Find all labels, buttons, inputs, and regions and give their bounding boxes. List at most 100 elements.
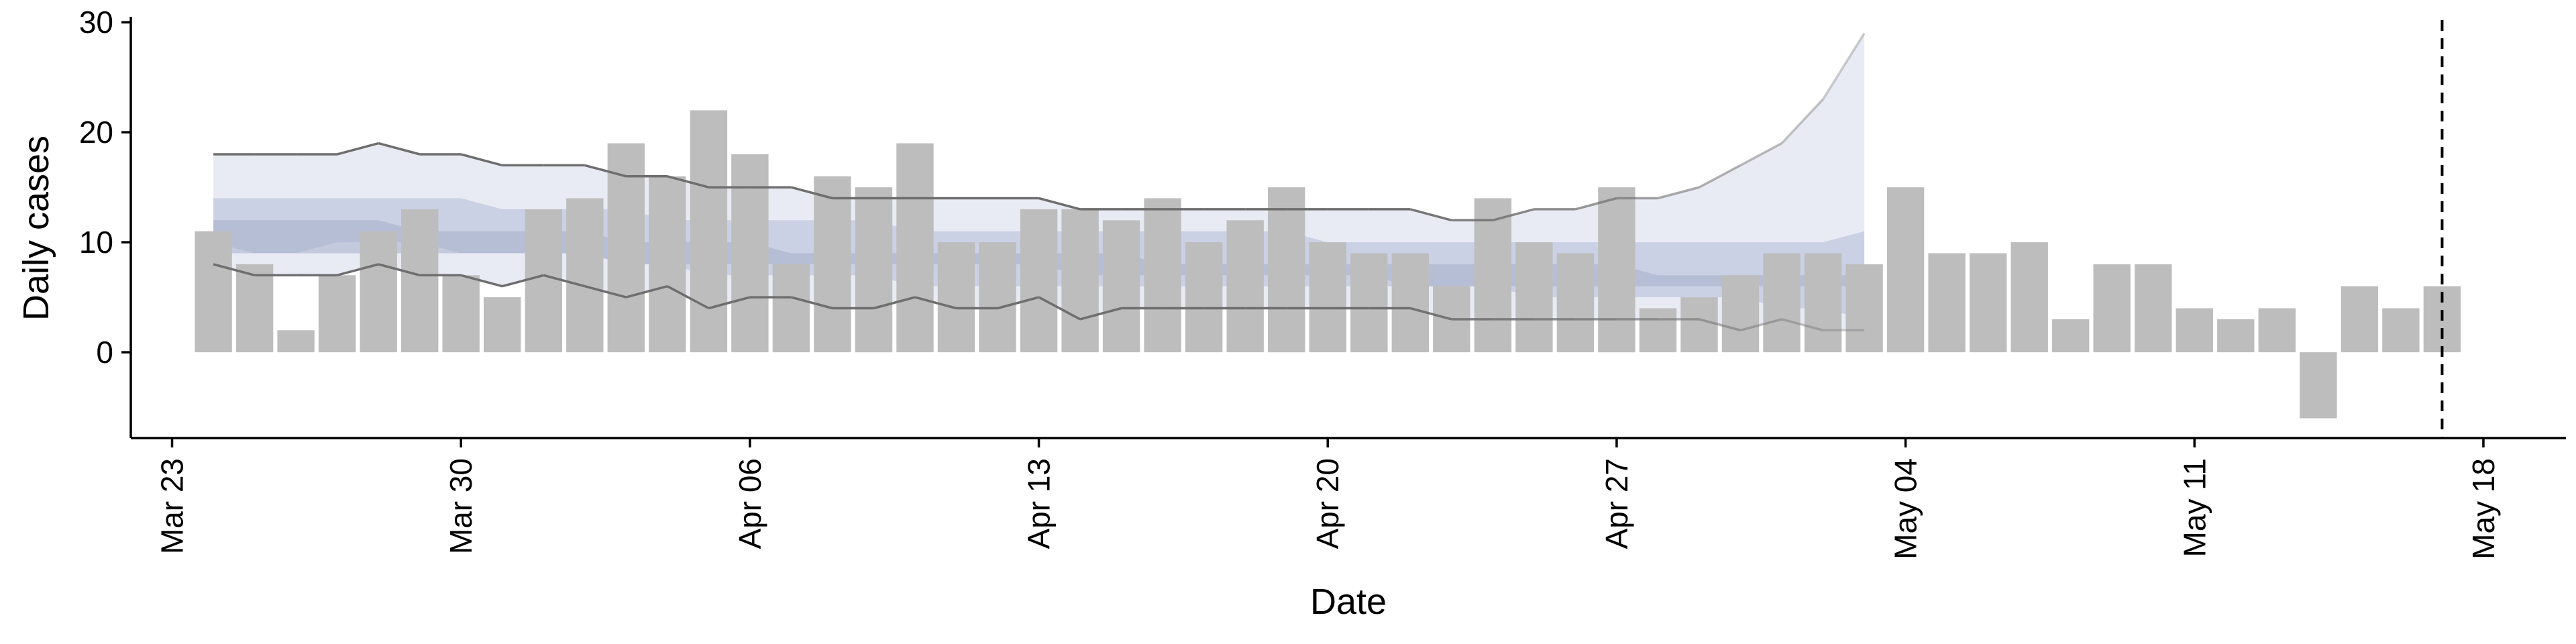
bar bbox=[401, 209, 439, 353]
upper-bound-line bbox=[790, 186, 833, 200]
bar bbox=[2382, 308, 2420, 353]
bar bbox=[1102, 220, 1140, 353]
y-tick-label: 10 bbox=[79, 225, 113, 260]
bar bbox=[1845, 264, 1883, 353]
y-tick-label: 30 bbox=[79, 5, 113, 40]
bar bbox=[1474, 198, 1512, 353]
lower-bound-line bbox=[213, 263, 256, 276]
bar bbox=[277, 330, 315, 353]
bar bbox=[1680, 297, 1718, 353]
lower-bound-line bbox=[873, 296, 916, 310]
y-tick-label: 0 bbox=[96, 335, 113, 370]
lower-bound-line bbox=[502, 274, 544, 288]
axes: 0 10 20 30 Mar 23 Mar 30 Apr 06 Apr 13 Apr 20 Apr… bbox=[79, 5, 2566, 559]
bar bbox=[2093, 264, 2131, 353]
bar bbox=[525, 209, 562, 353]
bar bbox=[855, 187, 893, 353]
bar bbox=[2052, 319, 2090, 353]
bar bbox=[360, 231, 397, 353]
upper-bound-line bbox=[378, 142, 421, 156]
upper-bound-line bbox=[1699, 164, 1741, 189]
lower-bound-line bbox=[1781, 318, 1823, 331]
bar bbox=[1061, 209, 1099, 353]
upper-bound-line bbox=[1038, 197, 1081, 211]
bar bbox=[1515, 242, 1553, 353]
lower-bound-line bbox=[584, 285, 627, 299]
upper-bound-line bbox=[1739, 142, 1782, 166]
lower-bound-line bbox=[378, 263, 421, 276]
bar bbox=[235, 264, 274, 353]
bar bbox=[1268, 187, 1305, 353]
lower-bound-line bbox=[460, 274, 503, 288]
lower-bound-line bbox=[1079, 307, 1122, 321]
upper-bound-line bbox=[460, 153, 503, 167]
bar bbox=[1391, 253, 1429, 353]
upper-bound-line bbox=[1780, 98, 1824, 144]
bar bbox=[2217, 319, 2255, 353]
lower-bound-line bbox=[790, 296, 833, 310]
forecast-lines bbox=[213, 32, 1866, 332]
bar bbox=[1928, 253, 1966, 353]
upper-bound-line bbox=[584, 164, 627, 178]
lower-bound-line bbox=[708, 296, 751, 310]
x-tick-label: Apr 27 bbox=[1599, 458, 1634, 549]
bar bbox=[1020, 209, 1058, 353]
bar bbox=[1309, 242, 1346, 353]
bar bbox=[1970, 253, 2007, 353]
y-tick-label: 20 bbox=[79, 115, 113, 150]
lower-bound-line bbox=[1740, 318, 1782, 331]
x-tick-label: Mar 23 bbox=[155, 458, 190, 554]
bar bbox=[484, 297, 521, 353]
x-tick-label: May 04 bbox=[1888, 458, 1923, 559]
bar bbox=[1763, 253, 1801, 353]
bar bbox=[607, 143, 645, 353]
bar bbox=[2300, 352, 2337, 419]
bar bbox=[896, 143, 934, 353]
lower-bound-line bbox=[543, 274, 586, 288]
y-axis-label: Daily cases bbox=[16, 136, 56, 321]
bar bbox=[1226, 220, 1264, 353]
upper-bound-line bbox=[1409, 208, 1452, 221]
bar bbox=[937, 242, 975, 353]
bar bbox=[195, 231, 232, 353]
bar bbox=[1886, 187, 1925, 353]
bar bbox=[318, 275, 356, 353]
x-tick-label: Mar 30 bbox=[443, 458, 478, 554]
upper-bound-line bbox=[1492, 208, 1535, 221]
bar bbox=[1804, 253, 1842, 353]
lower-bound-line bbox=[1409, 307, 1452, 321]
bar bbox=[2258, 308, 2296, 353]
bar bbox=[2010, 242, 2048, 353]
bar bbox=[2341, 286, 2379, 353]
upper-bound-line bbox=[1822, 32, 1866, 100]
bar bbox=[2135, 264, 2172, 353]
bar bbox=[1185, 242, 1223, 353]
bar bbox=[566, 198, 604, 353]
bar bbox=[1144, 198, 1181, 353]
lower-bound-line bbox=[914, 296, 957, 310]
upper-bound-line bbox=[667, 175, 709, 189]
lower-bound-line bbox=[666, 285, 710, 310]
bar bbox=[2176, 308, 2213, 353]
x-tick-label: Apr 13 bbox=[1022, 458, 1057, 549]
x-axis-label: Date bbox=[1310, 582, 1387, 622]
bar bbox=[979, 242, 1016, 353]
x-tick-label: Apr 06 bbox=[733, 458, 767, 549]
bar bbox=[772, 264, 810, 353]
upper-bound-line bbox=[337, 142, 379, 156]
bar bbox=[649, 176, 686, 353]
bar bbox=[814, 176, 851, 353]
lower-bound-line bbox=[337, 263, 379, 276]
x-tick-label: Apr 20 bbox=[1310, 458, 1345, 549]
upper-bound-line bbox=[1574, 197, 1617, 211]
lower-bound-line bbox=[1038, 296, 1081, 321]
bar bbox=[1639, 308, 1677, 353]
bar bbox=[1721, 275, 1760, 353]
bar bbox=[442, 275, 480, 353]
x-tick-label: May 11 bbox=[2177, 458, 2212, 557]
x-tick-label: May 18 bbox=[2466, 458, 2501, 559]
bars bbox=[195, 110, 2461, 419]
lower-bound-line bbox=[997, 296, 1040, 310]
upper-bound-line bbox=[1657, 186, 1700, 200]
